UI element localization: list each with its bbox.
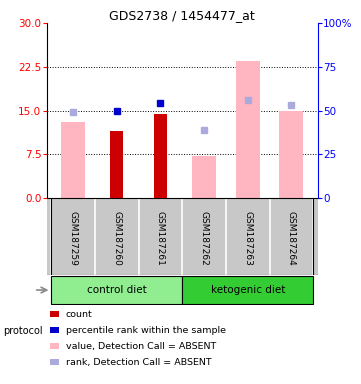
Text: GSM187260: GSM187260 xyxy=(112,211,121,266)
Bar xyxy=(110,131,123,198)
Text: GSM187259: GSM187259 xyxy=(69,211,78,266)
Bar xyxy=(50,343,59,349)
Bar xyxy=(192,156,216,198)
Bar xyxy=(61,122,85,198)
Bar xyxy=(50,311,59,317)
Bar xyxy=(279,111,304,198)
Bar xyxy=(51,276,182,304)
Text: rank, Detection Call = ABSENT: rank, Detection Call = ABSENT xyxy=(66,358,212,367)
Bar xyxy=(50,327,59,333)
Text: GSM187264: GSM187264 xyxy=(287,211,296,266)
Text: ketogenic diet: ketogenic diet xyxy=(210,285,285,295)
Bar xyxy=(154,114,167,198)
Bar xyxy=(182,276,313,304)
Text: GSM187262: GSM187262 xyxy=(200,211,209,266)
Text: GSM187261: GSM187261 xyxy=(156,211,165,266)
Text: GSM187263: GSM187263 xyxy=(243,211,252,266)
Text: count: count xyxy=(66,310,93,318)
Text: percentile rank within the sample: percentile rank within the sample xyxy=(66,326,226,334)
Title: GDS2738 / 1454477_at: GDS2738 / 1454477_at xyxy=(109,9,255,22)
Text: control diet: control diet xyxy=(87,285,147,295)
Bar xyxy=(236,61,260,198)
Text: protocol: protocol xyxy=(4,326,43,336)
Text: value, Detection Call = ABSENT: value, Detection Call = ABSENT xyxy=(66,341,216,351)
Bar xyxy=(50,359,59,365)
